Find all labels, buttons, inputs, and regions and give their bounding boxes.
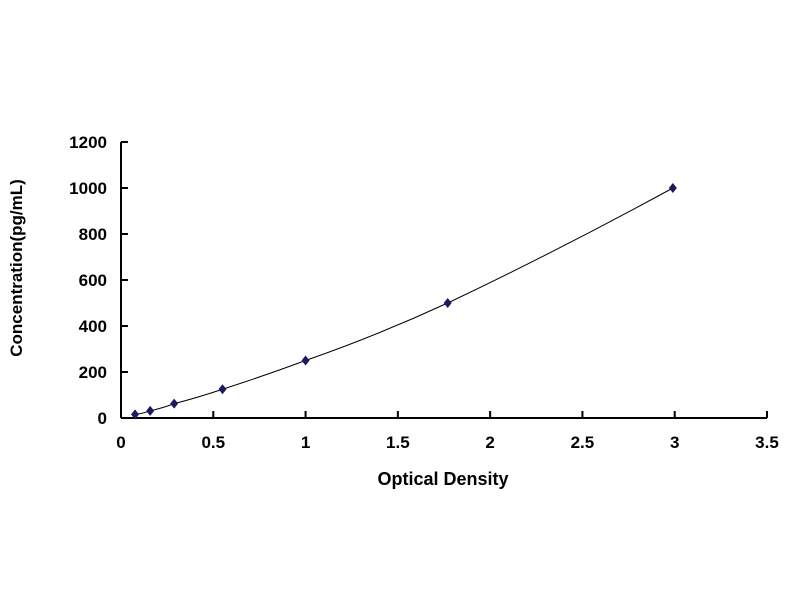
data-point bbox=[170, 398, 179, 409]
x-tick-label: 3.5 bbox=[755, 433, 779, 452]
x-tick-label: 2 bbox=[485, 433, 494, 452]
x-tick-label: 0 bbox=[116, 433, 125, 452]
y-tick-label: 400 bbox=[79, 317, 107, 336]
x-tick-label: 1.5 bbox=[386, 433, 410, 452]
data-point bbox=[146, 405, 155, 416]
y-tick-label: 800 bbox=[79, 225, 107, 244]
y-tick-label: 200 bbox=[79, 363, 107, 382]
y-tick-label: 0 bbox=[98, 409, 107, 428]
x-axis-label: Optical Density bbox=[377, 469, 508, 489]
y-tick-label: 600 bbox=[79, 271, 107, 290]
data-point bbox=[131, 409, 140, 420]
y-axis-label: Concentration(pg/mL) bbox=[7, 179, 26, 357]
y-tick-label: 1200 bbox=[69, 133, 107, 152]
trendline bbox=[134, 187, 674, 415]
x-tick-label: 0.5 bbox=[201, 433, 225, 452]
data-point bbox=[301, 355, 310, 366]
data-point bbox=[443, 298, 452, 308]
y-tick-label: 1000 bbox=[69, 179, 107, 198]
x-tick-label: 3 bbox=[670, 433, 679, 452]
x-tick-label: 1 bbox=[301, 433, 310, 452]
data-point bbox=[668, 183, 677, 193]
data-point bbox=[218, 384, 227, 395]
x-tick-label: 2.5 bbox=[571, 433, 595, 452]
